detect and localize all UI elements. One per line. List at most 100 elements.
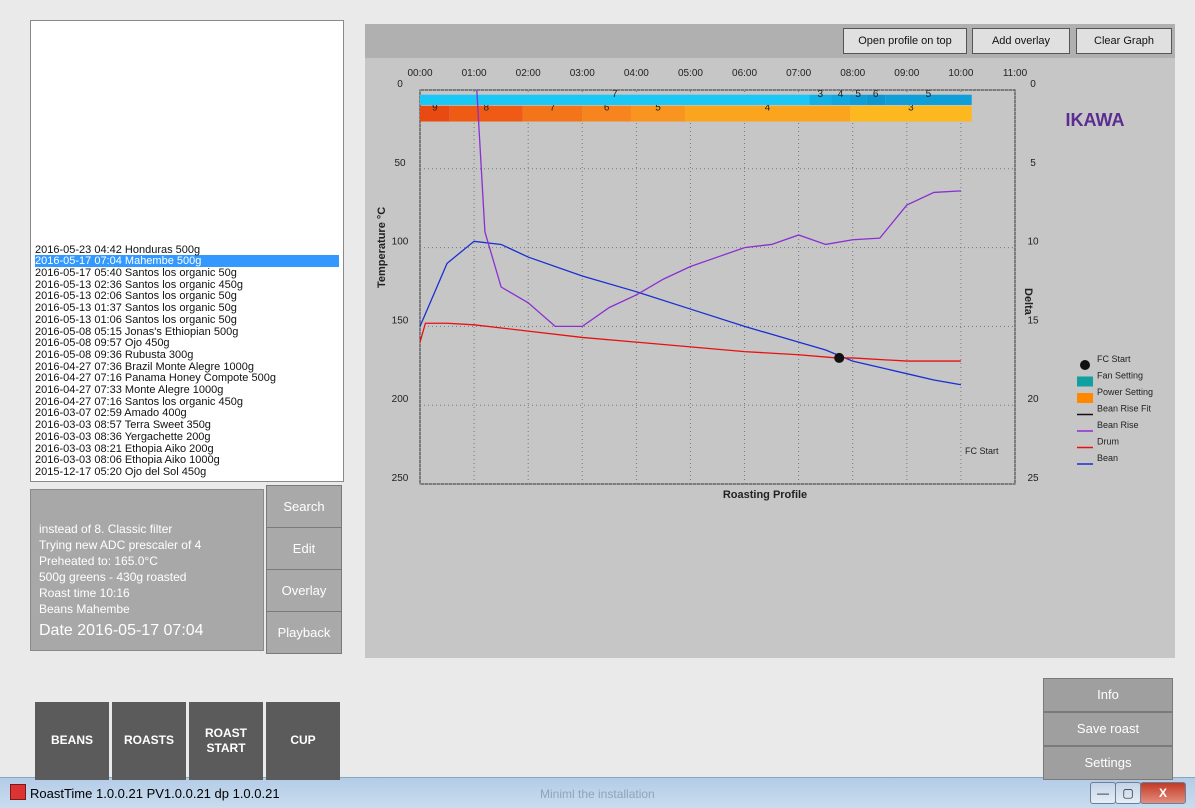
notes-filter: instead of 8. Classic filter: [39, 522, 173, 536]
x-tick-label: 00:00: [407, 68, 432, 79]
start-roast-button[interactable]: ROAST START: [189, 702, 263, 780]
power-band: [685, 105, 851, 122]
roast-list-item[interactable]: 2016-04-27 07:36 Brazil Monte Alegre 100…: [35, 360, 254, 373]
roast-list-item[interactable]: 2015-12-17 05:20 Ojo del Sol 450g: [35, 466, 207, 478]
series-line-drum: [419, 322, 961, 362]
open-profile-button[interactable]: Open profile on top: [843, 28, 967, 54]
search-button[interactable]: Search: [266, 485, 342, 528]
y2-tick-label: 5: [1030, 158, 1036, 169]
legend-label: Bean: [1097, 453, 1118, 463]
edit-button[interactable]: Edit: [266, 527, 342, 570]
taskbar-ghost-text: Miniml the installation: [540, 787, 655, 801]
maximize-button[interactable]: ▢: [1115, 782, 1141, 804]
cup-button[interactable]: CUP: [266, 702, 340, 780]
y2-tick-label: 15: [1027, 315, 1039, 326]
roast-list-item[interactable]: 2016-04-27 07:33 Monte Alegre 1000g: [35, 384, 224, 397]
settings-button-label: Settings: [1084, 755, 1132, 770]
roast-list[interactable]: 2015-12-17 05:20 Ojo del Sol 450g 2016-03…: [30, 20, 344, 482]
roasts-button-label: ROASTS: [123, 733, 174, 748]
add-overlay-label: Add overlay: [991, 35, 1051, 47]
roast-list-item[interactable]: 2016-03-07 02:59 Amado 400g: [35, 407, 187, 420]
roast-list-item[interactable]: 2016-03-03 08:57 Terra Sweet 350g: [35, 419, 211, 432]
roast-list-item[interactable]: 2016-05-13 01:06 Santos los organic 50g: [35, 313, 237, 326]
playback-button-label: Playback: [277, 625, 331, 640]
fc-start-annotation: FC Start: [965, 446, 999, 456]
beans-button[interactable]: BEANS: [35, 702, 109, 780]
roasts-button[interactable]: ROASTS: [112, 702, 186, 780]
save-roast-button-label: Save roast: [1076, 721, 1140, 736]
fan-band: [420, 94, 810, 105]
notes-beans: Beans Mahembe: [39, 602, 130, 616]
legend-label: Drum: [1097, 437, 1119, 447]
legend-swatch: [1077, 393, 1093, 403]
power-band-label: 6: [604, 103, 610, 114]
minimize-button[interactable]: —: [1090, 782, 1116, 804]
power-band: [850, 105, 972, 122]
fan-band-label: 4: [838, 89, 844, 100]
open-profile-label: Open profile on top: [858, 35, 952, 47]
roast-list-item[interactable]: 2016-05-08 09:36 Rubusta 300g: [35, 349, 194, 361]
roast-list-item[interactable]: 2016-05-23 04:42 Honduras 500g: [35, 243, 201, 256]
legend-label: Bean Rise Fit: [1097, 404, 1152, 414]
settings-button[interactable]: Settings: [1043, 746, 1173, 780]
fan-band: [831, 94, 851, 105]
legend-swatch: [1077, 376, 1093, 387]
y-tick-label: 250: [392, 473, 409, 484]
x-tick-label: 02:00: [516, 68, 541, 79]
power-band-label: 5: [655, 103, 661, 114]
y-tick-label: 200: [392, 394, 409, 405]
roast-list-item[interactable]: 2016-04-27 07:16 Panama Honey Compote 50…: [35, 372, 276, 385]
edit-button-label: Edit: [292, 541, 316, 556]
roast-chart: 00:00 01:00 02:00 03:00 04:00 05:00 06:00 07:00…: [376, 68, 1153, 501]
y-axis-label: Temperature °C: [376, 207, 388, 288]
overlay-button-label: Overlay: [281, 583, 327, 598]
notes-preheated: Preheated to: 165.0°C: [39, 554, 158, 568]
info-button-label: Info: [1097, 687, 1119, 702]
fan-band-label: 6: [873, 89, 879, 100]
roast-list-item[interactable]: 2016-05-13 02:36 Santos los organic 450g: [35, 278, 243, 291]
add-overlay-button[interactable]: Add overlay: [972, 28, 1070, 54]
x-tick-label: 03:00: [570, 68, 595, 79]
roast-list-item[interactable]: 2016-05-08 05:15 Jonas's Ethiopian 500g: [35, 325, 239, 338]
legend-label: FC Start: [1097, 354, 1131, 364]
y2-axis-label: Delta: [1022, 288, 1034, 316]
x-tick-label: 07:00: [786, 68, 811, 79]
y-tick-label: 0: [397, 79, 403, 90]
fan-band: [885, 94, 972, 105]
roast-list-item[interactable]: 2016-05-08 09:57 Ojo 450g: [35, 337, 170, 350]
fan-band-label: 5: [855, 89, 861, 100]
power-band: [522, 105, 583, 122]
notes-greens: 500g greens - 430g roasted: [39, 570, 187, 584]
y-tick-label: 150: [392, 315, 409, 326]
overlay-button[interactable]: Overlay: [266, 569, 342, 612]
y2-tick-label: 0: [1030, 79, 1036, 90]
fan-band-label: 5: [926, 89, 932, 100]
cup-button-label: CUP: [290, 733, 316, 748]
close-icon: X: [1158, 786, 1167, 800]
save-roast-button[interactable]: Save roast: [1043, 712, 1173, 746]
info-button[interactable]: Info: [1043, 678, 1173, 712]
roast-list-item[interactable]: 2016-04-27 07:16 Santos los organic 450g: [35, 395, 243, 408]
roast-notes-panel: Date 2016-05-17 07:04 Beans Mahembe Roas…: [30, 489, 264, 651]
app-icon: [10, 784, 26, 800]
roast-list-item[interactable]: 2016-03-03 08:36 Yergachette 200g: [35, 430, 211, 443]
roast-list-item[interactable]: 2016-05-13 02:06 Santos los organic 50g: [35, 290, 237, 303]
chart-title: Roasting Profile: [723, 489, 807, 501]
notes-adc: Trying new ADC prescaler of 4: [39, 538, 202, 552]
roast-list-item[interactable]: 2016-03-03 08:21 Ethopia Aiko 200g: [35, 442, 214, 455]
window-title: RoastTime 1.0.0.21 PV1.0.0.21 dp 1.0.0.2…: [30, 786, 280, 801]
clear-graph-button[interactable]: Clear Graph: [1076, 28, 1172, 54]
notes-roast-time: Roast time 10:16: [39, 586, 130, 600]
power-band: [449, 105, 523, 122]
power-band-label: 3: [908, 103, 914, 114]
playback-button[interactable]: Playback: [266, 611, 342, 654]
roast-list-item[interactable]: 2016-05-17 05:40 Santos los organic 50g: [35, 267, 237, 280]
roast-list-item[interactable]: 2016-05-17 07:04 Mahembe 500g: [35, 255, 339, 268]
power-band-label: 8: [483, 103, 489, 114]
close-button[interactable]: X: [1140, 782, 1186, 804]
roast-list-item[interactable]: 2016-03-03 08:06 Ethopia Aiko 1000g: [35, 454, 220, 467]
series-line-bean-rise: [476, 89, 961, 328]
roast-list-item[interactable]: 2016-05-13 01:37 Santos los organic 50g: [35, 302, 237, 315]
legend-label: Bean Rise: [1097, 420, 1139, 430]
